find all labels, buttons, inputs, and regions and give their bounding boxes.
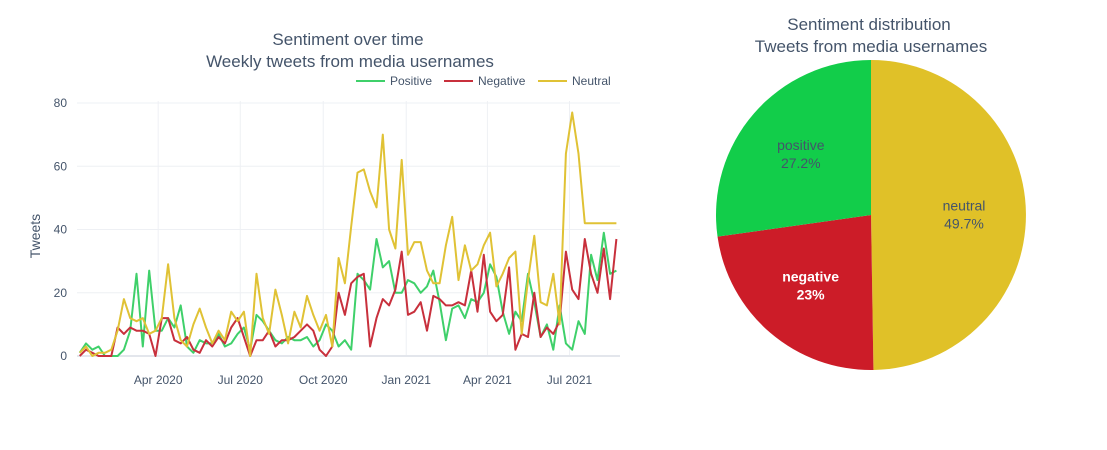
legend-item-negative[interactable]: Negative: [444, 74, 526, 88]
legend[interactable]: Positive Negative Neutral: [356, 74, 611, 88]
pie-percent-neutral: 49.7%: [944, 215, 984, 231]
pie-chart-title: Sentiment distribution: [787, 15, 950, 34]
y-axis-title: Tweets: [27, 214, 43, 258]
legend-label-neutral: Neutral: [572, 74, 611, 88]
line-chart-title: Sentiment over time: [272, 30, 423, 49]
pie-slice-positive: [716, 60, 871, 237]
pie-chart: neutral 49.7% negative 23% positive 27.2%: [716, 60, 1026, 370]
pie-percent-positive: 27.2%: [781, 155, 821, 171]
series-line-negative: [78, 238, 618, 357]
y-tick-label: 0: [60, 349, 67, 363]
y-tick-label: 20: [54, 286, 68, 300]
legend-item-positive[interactable]: Positive: [356, 74, 432, 88]
legend-item-neutral[interactable]: Neutral: [538, 74, 611, 88]
x-tick-label: Apr 2021: [463, 373, 512, 387]
x-tick-label: Jan 2021: [382, 373, 432, 387]
pie-label-positive: positive: [777, 137, 825, 153]
pie-slice-negative: [717, 215, 874, 370]
legend-label-positive: Positive: [390, 74, 432, 88]
legend-label-negative: Negative: [478, 74, 526, 88]
x-tick-label: Oct 2020: [299, 373, 348, 387]
x-tick-label: Jul 2020: [218, 373, 264, 387]
x-tick-label: Apr 2020: [134, 373, 183, 387]
y-tick-label: 80: [54, 96, 68, 110]
x-axis-ticks: Apr 2020 Jul 2020 Oct 2020 Jan 2021 Apr 2021…: [134, 373, 593, 387]
y-tick-label: 60: [54, 159, 68, 173]
y-axis-ticks: 0 20 40 60 80: [54, 96, 68, 363]
pie-chart-subtitle: Tweets from media usernames: [755, 37, 987, 56]
y-tick-label: 40: [54, 223, 68, 237]
pie-label-negative: negative: [782, 269, 839, 285]
pie-slice-neutral: [871, 60, 1026, 370]
line-series: [78, 111, 618, 357]
series-line-neutral: [78, 111, 617, 357]
grid-lines: [77, 101, 620, 357]
pie-percent-negative: 23%: [797, 287, 826, 303]
x-tick-label: Jul 2021: [547, 373, 593, 387]
pie-label-neutral: neutral: [943, 197, 986, 213]
line-chart-subtitle: Weekly tweets from media usernames: [206, 52, 494, 71]
